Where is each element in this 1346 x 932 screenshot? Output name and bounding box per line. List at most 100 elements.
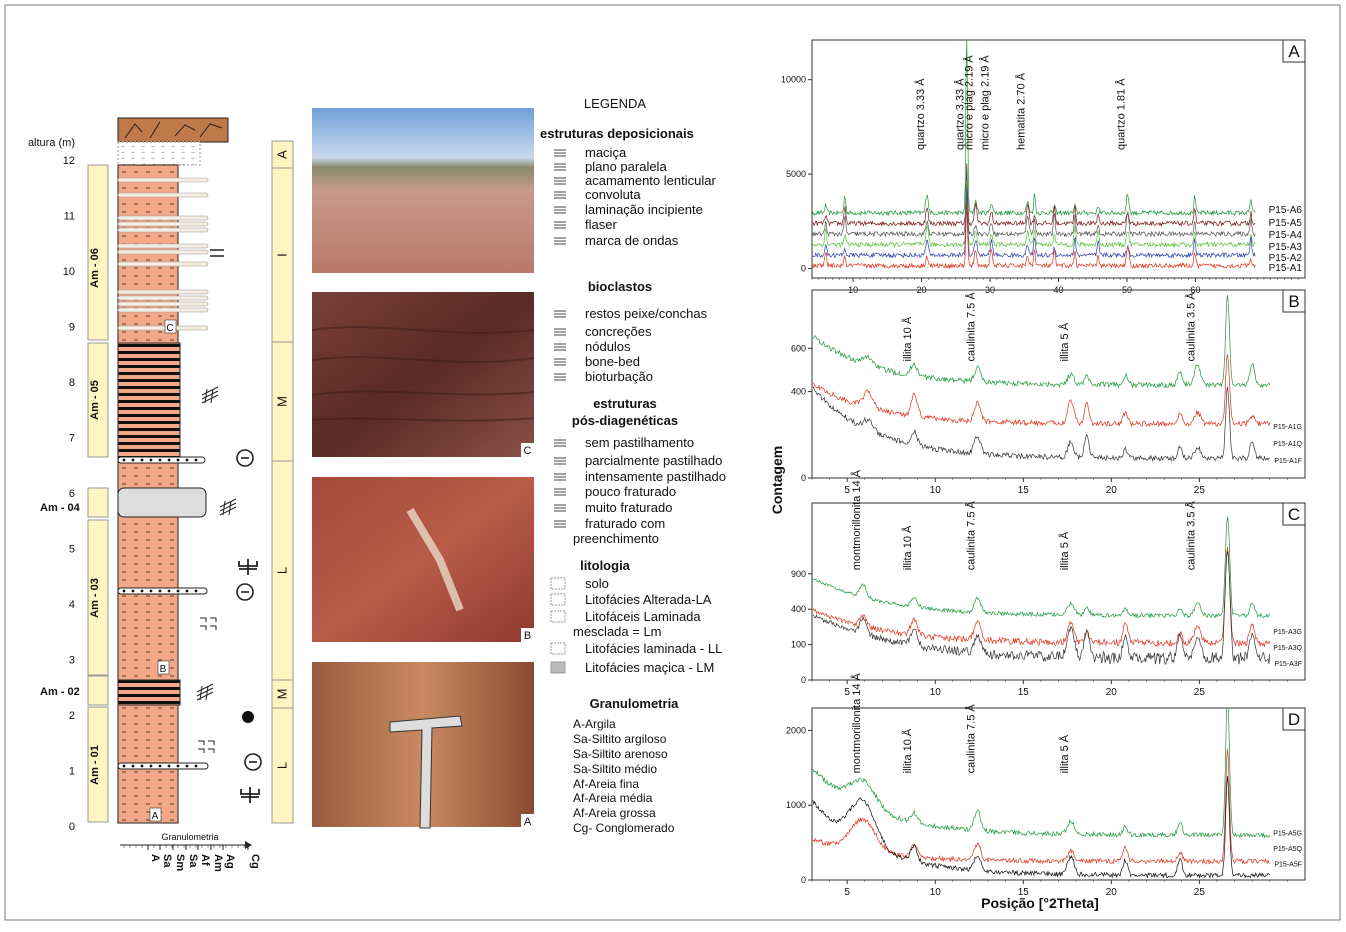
series-label: P15-A5G [1273, 831, 1302, 838]
x-tick-label: 5 [844, 687, 850, 698]
massive-symbol [202, 387, 218, 403]
lens-dot [168, 590, 171, 593]
sample-interval [88, 488, 108, 517]
legend-section-title: estruturaspós-diagenéticas [572, 396, 678, 428]
legend-item: bioturbação [585, 369, 653, 384]
lens-dot [123, 765, 126, 768]
peak-annotation: hematita 2.70 Å [1015, 72, 1028, 150]
photo-marker: B [160, 664, 167, 675]
granulometry-class: Am [212, 854, 224, 872]
lens-dot [141, 765, 144, 768]
page: altura (m) LEGENDA 0123456789101112Am - … [0, 0, 1346, 927]
lens-dot [150, 590, 153, 593]
lens-dot [123, 590, 126, 593]
sand-lens [118, 326, 208, 330]
panel-letter: B [1288, 292, 1299, 311]
legend-section-title: litologia [580, 558, 631, 573]
legend-item: parcialmente pastilhado [585, 453, 722, 468]
x-tick-label: 15 [1018, 485, 1030, 496]
legend-icon [554, 207, 566, 213]
field-photo [312, 477, 534, 642]
laminated-layer [118, 680, 180, 705]
legend-icon [554, 521, 566, 527]
diffractogram [812, 164, 1255, 226]
legend-item: acamamento lenticular [585, 173, 716, 188]
facies-label: I [274, 253, 289, 257]
legend-icon [554, 505, 566, 511]
peak-annotation: montmorillonita 14 Å [850, 469, 863, 570]
massive-symbol [197, 684, 213, 700]
spotted-lens [118, 588, 207, 594]
facies-label: M [274, 396, 289, 407]
sample-interval [88, 676, 108, 705]
peak-annotation: illita 10 Å [901, 525, 914, 570]
x-tick-label: 25 [1194, 687, 1206, 698]
panel-letter: A [1288, 42, 1300, 61]
granulometry-class: Sm [174, 854, 186, 871]
lens-dot [186, 765, 189, 768]
peak-annotation: micro e plag 2.19 Å [963, 55, 976, 150]
legend-item: Af-Areia média [573, 791, 653, 805]
peak-annotation: caulinita 7.5 Å [965, 500, 978, 570]
sample-label: Am - 02 [40, 686, 80, 698]
legend-item: convoluta [585, 187, 641, 202]
panel-letter: C [1288, 505, 1300, 524]
y-tick-label: 0 [801, 473, 806, 483]
legend-section-title: estruturas deposicionais [540, 126, 694, 141]
y-tick-label: 1000 [786, 800, 806, 810]
sand-lens [118, 290, 208, 294]
legend-swatch [551, 662, 565, 673]
y-axis-title: Contagem [769, 446, 785, 514]
x-tick-label: 10 [930, 887, 942, 898]
granulometry-title: Granulometria [161, 832, 218, 842]
legend-icon [554, 374, 566, 380]
photo-label: A [524, 816, 532, 828]
lens-dot [195, 765, 198, 768]
height-tick-label: 5 [69, 544, 75, 556]
y-tick-label: 2000 [786, 725, 806, 735]
series-label: P15-A3F [1274, 661, 1302, 668]
legend-item: restos peixe/conchas [585, 306, 708, 321]
legend-section-title: bioclastos [588, 279, 652, 294]
photo-label: C [524, 445, 532, 457]
legend-item: Cg- Conglomerado [573, 821, 675, 835]
lens-dot [150, 765, 153, 768]
legend-icon [554, 359, 566, 365]
legend-item: nódulos [585, 339, 631, 354]
x-tick-label: 20 [1106, 485, 1118, 496]
diffractogram [813, 708, 1270, 837]
legend-item: plano paralela [585, 159, 667, 174]
legend-icon [554, 178, 566, 184]
series-label: P15-A6 [1269, 205, 1303, 216]
legend-item: intensamente pastilhado [585, 469, 726, 484]
sand-lens [118, 262, 208, 266]
legend-icon [554, 164, 566, 170]
sand-lens [118, 250, 208, 254]
lens-dot [186, 590, 189, 593]
granulometry-class: Af [199, 854, 211, 866]
legend-item: Litofácies laminada - LL [585, 641, 722, 656]
x-tick-label: 25 [1194, 887, 1206, 898]
granulometry-class: Ag [224, 854, 236, 869]
legend-item: Litofácies maçica - LM [585, 660, 714, 675]
x-tick-label: 15 [1018, 687, 1030, 698]
photo-marker: C [166, 323, 173, 334]
height-tick-label: 8 [69, 377, 75, 389]
spotted-lens [118, 457, 205, 463]
lens-dot [132, 459, 135, 462]
parallel-symbol [210, 250, 224, 256]
series-label: P15-A3 [1269, 242, 1303, 253]
x-tick-label: 25 [1194, 485, 1206, 496]
legend-item: bone-bed [585, 354, 640, 369]
diffractogram [812, 40, 1255, 215]
x-tick-label: 20 [1106, 887, 1118, 898]
lens-dot [132, 590, 135, 593]
massive-layer [118, 488, 206, 517]
lens-dot [195, 590, 198, 593]
peak-annotation: illita 5 Å [1058, 322, 1071, 361]
lens-dot [150, 459, 153, 462]
panel-frame [812, 290, 1305, 478]
height-tick-label: 12 [63, 155, 75, 167]
y-tick-label: 100 [791, 640, 806, 650]
lens-dot [177, 765, 180, 768]
